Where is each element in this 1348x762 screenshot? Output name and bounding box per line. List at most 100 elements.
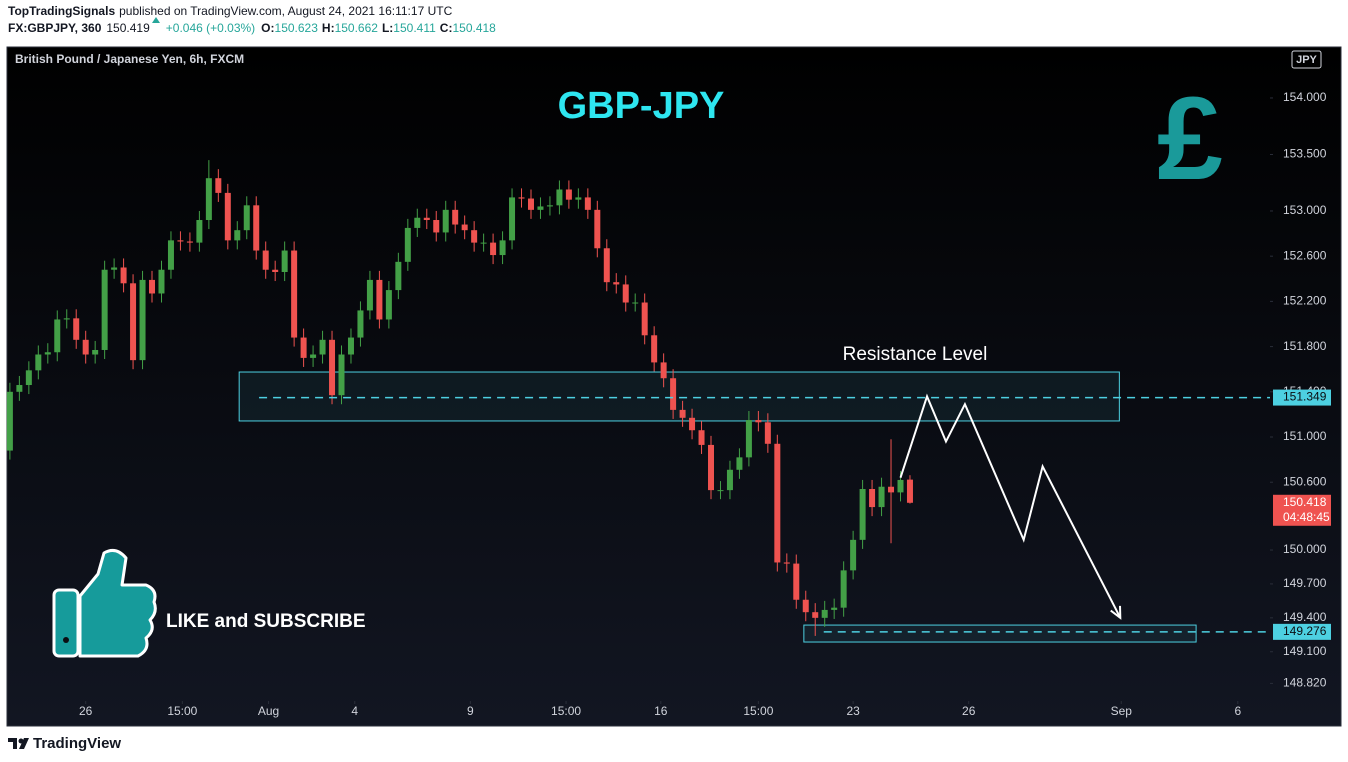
candle-body xyxy=(167,240,174,270)
candle-body xyxy=(300,337,307,358)
publisher: TopTradingSignals xyxy=(8,4,115,18)
x-tick-label: 15:00 xyxy=(551,704,581,718)
candle-body xyxy=(480,242,487,244)
candle-body xyxy=(869,488,876,508)
candle-body xyxy=(537,206,544,210)
candle-body xyxy=(499,240,506,256)
candle-body xyxy=(461,224,468,231)
candle-body xyxy=(575,197,582,200)
candle-body xyxy=(404,227,411,262)
y-tick-label: 153.000 xyxy=(1283,203,1327,217)
x-tick-label: 4 xyxy=(351,704,358,718)
y-tick-label: 149.400 xyxy=(1283,610,1327,624)
candle-body xyxy=(745,420,752,458)
candle-body xyxy=(518,197,525,199)
candle-body xyxy=(329,339,336,396)
zone xyxy=(803,624,1197,643)
logo-text: TradingView xyxy=(33,735,121,752)
candle-body xyxy=(783,562,790,564)
symbol: FX:GBPJPY, 360 xyxy=(8,21,102,35)
candle-body xyxy=(679,409,686,418)
candle-body xyxy=(641,302,648,336)
candle-body xyxy=(234,230,241,241)
candle-body xyxy=(840,570,847,608)
candle-body xyxy=(224,192,231,241)
candle-body xyxy=(262,250,269,270)
published: published on TradingView.com, August 24,… xyxy=(119,4,452,18)
subscribe-label: LIKE and SUBSCRIBE xyxy=(166,611,366,632)
candle-body xyxy=(442,209,449,233)
instrument: British Pound / Japanese Yen, 6h, FXCM xyxy=(15,52,244,66)
candle-body xyxy=(253,205,260,251)
y-tick-label: 150.000 xyxy=(1283,542,1327,556)
y-tick-label: 150.600 xyxy=(1283,474,1327,488)
y-tick-label: 148.820 xyxy=(1283,676,1327,690)
thumb-hand xyxy=(78,548,157,658)
candle-body xyxy=(63,318,70,320)
y-tick-label: 151.000 xyxy=(1283,429,1327,443)
candle-body xyxy=(660,362,667,379)
candle-body xyxy=(139,279,146,361)
candle-body xyxy=(755,420,762,423)
candle-body xyxy=(726,469,733,491)
candle-body xyxy=(44,352,51,355)
thumb-dot xyxy=(63,637,69,643)
x-tick-label: 9 xyxy=(467,704,474,718)
candle-body xyxy=(698,430,705,445)
candle-body xyxy=(395,261,402,291)
candle-body xyxy=(423,217,430,221)
candle-body xyxy=(205,178,212,221)
candle-body xyxy=(556,189,563,206)
l-label: L: xyxy=(382,21,393,35)
candle-body xyxy=(215,178,222,193)
candle-body xyxy=(490,242,497,256)
candle-body xyxy=(603,248,610,283)
candle-body xyxy=(897,479,904,493)
currency: JPY xyxy=(1296,54,1317,66)
candle-body xyxy=(764,422,771,444)
footer-logo: TradingView xyxy=(8,735,121,752)
level-label-box xyxy=(1273,623,1331,640)
logo-mark xyxy=(8,738,29,749)
candle-body xyxy=(158,269,165,294)
candle-body xyxy=(622,284,629,303)
candle-body xyxy=(736,457,743,470)
c-value: 150.418 xyxy=(452,21,496,35)
price-label-box xyxy=(1273,494,1331,526)
candle-body xyxy=(632,302,639,304)
candle-body xyxy=(366,279,373,311)
candle-body xyxy=(850,539,857,571)
candle-body xyxy=(793,563,800,600)
candle-body xyxy=(196,220,203,243)
h-value: 150.662 xyxy=(335,21,379,35)
candle-body xyxy=(433,220,440,233)
candle-body xyxy=(717,490,724,492)
thumb-icon xyxy=(52,548,157,658)
c-label: C: xyxy=(440,21,453,35)
candle-body xyxy=(101,269,108,350)
up-arrow xyxy=(152,17,160,23)
candle-body xyxy=(54,319,61,353)
candle-body xyxy=(906,479,913,503)
resistance-label: Resistance Level xyxy=(843,344,988,365)
level-label-box xyxy=(1273,389,1331,406)
y-tick-label: 151.800 xyxy=(1283,339,1327,353)
candle-body xyxy=(878,486,885,508)
candle-body xyxy=(92,349,99,355)
candle-body xyxy=(689,417,696,431)
level-label: 151.349 xyxy=(1283,390,1327,404)
candle-body xyxy=(613,282,620,285)
projection-path xyxy=(899,393,1122,619)
chart-title: GBP-JPY xyxy=(558,85,725,127)
candle-body xyxy=(149,279,156,294)
candle-body xyxy=(509,197,516,241)
candle-body xyxy=(565,189,572,200)
candle-body xyxy=(651,335,658,363)
candle-body xyxy=(291,250,298,338)
last-price: 150.419 xyxy=(106,21,150,35)
publish-line: TopTradingSignals published on TradingVie… xyxy=(8,4,453,18)
o-value: 150.623 xyxy=(275,21,319,35)
candle-body xyxy=(831,607,838,610)
